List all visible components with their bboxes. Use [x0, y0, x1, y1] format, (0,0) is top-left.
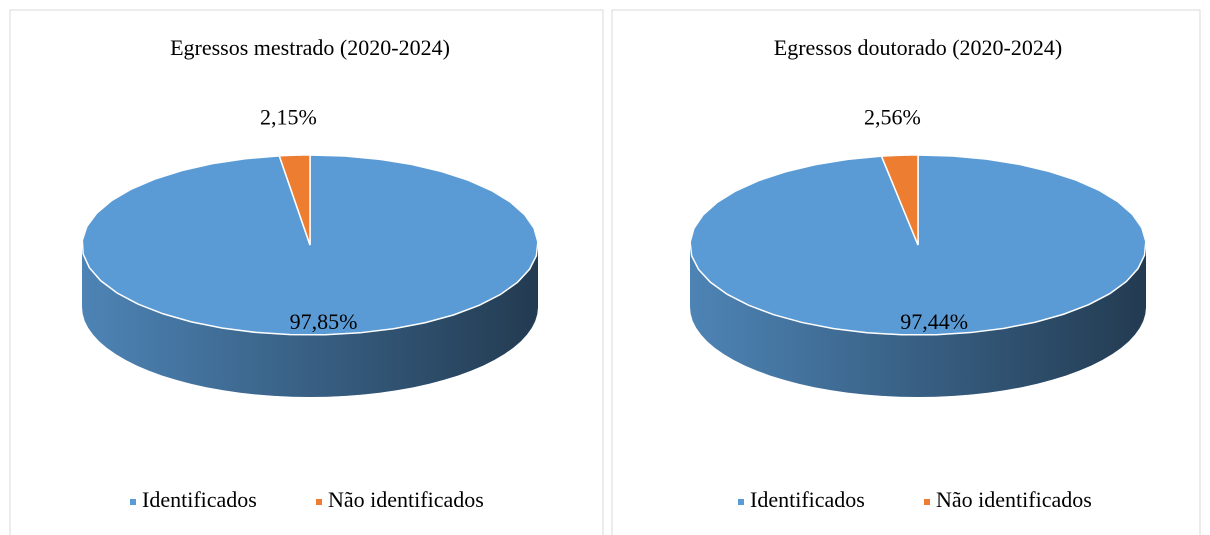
legend-marker [316, 499, 322, 505]
slice [880, 154, 919, 246]
chart-title: Egressos mestrado (2020-2024) [170, 35, 450, 60]
data-label: 97,44% [900, 309, 968, 334]
chart-title: Egressos doutorado (2020-2024) [774, 35, 1062, 60]
panel-border [9, 9, 604, 535]
slice [278, 154, 311, 246]
legend-marker [738, 499, 744, 505]
legend-label: Não identificados [328, 487, 484, 512]
data-label: 2,15% [260, 104, 317, 129]
legend-marker [924, 499, 930, 505]
panel-border [611, 9, 1201, 535]
data-label: 2,56% [864, 104, 921, 129]
data-label: 97,85% [290, 309, 358, 334]
slice [689, 154, 1147, 336]
legend-label: Identificados [142, 487, 257, 512]
slice-side-shade [690, 245, 1146, 397]
legend-label: Não identificados [936, 487, 1092, 512]
slice-side-shade [82, 245, 538, 397]
legend-marker [130, 499, 136, 505]
legend-label: Identificados [750, 487, 865, 512]
